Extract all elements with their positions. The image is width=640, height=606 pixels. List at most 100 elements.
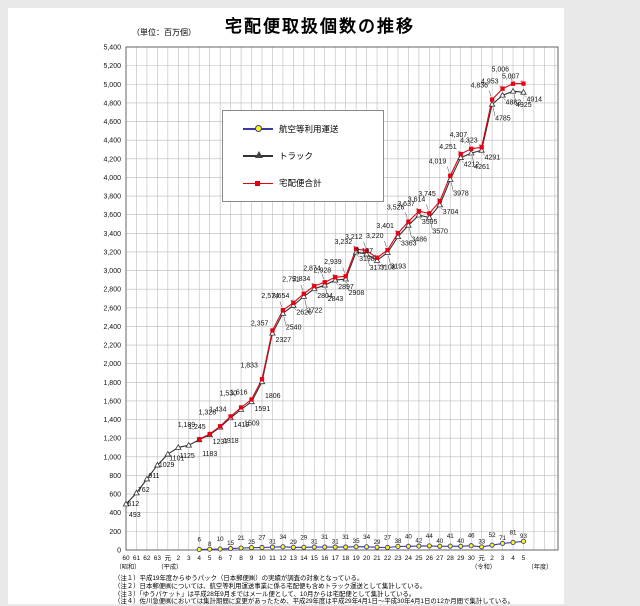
data-label-air: 31 [332, 539, 339, 546]
leader-line-truck [377, 263, 381, 266]
marker-truck [446, 175, 454, 182]
y-tick-label: 5,200 [103, 63, 121, 70]
marker-truck [331, 276, 339, 283]
marker-total [406, 219, 411, 224]
leader-line-total [405, 212, 408, 219]
data-label-truck: 3193 [391, 264, 407, 271]
data-label-air: 40 [436, 538, 443, 545]
marker-truck [289, 301, 297, 308]
y-tick-label: 0 [117, 548, 121, 555]
footnotes: （注１）平成19年度からゆうパック（日本郵便㈱）の実績が調査の対象となっている。… [114, 575, 564, 606]
leader-line-truck [294, 308, 297, 311]
data-label-total: 2,939 [324, 259, 342, 266]
marker-air [228, 546, 234, 552]
leader-line-total [478, 144, 481, 146]
data-label-total: 1,616 [230, 389, 248, 396]
data-label-truck: 3978 [453, 190, 469, 197]
x-tick-label: 5 [522, 555, 526, 562]
data-label-truck: 4914 [526, 96, 542, 103]
data-label-air: 46 [468, 533, 475, 540]
data-label-truck: 4785 [495, 115, 511, 122]
marker-truck [425, 213, 433, 220]
marker-truck [457, 154, 465, 160]
page-title: 宅配便取扱個数の推移 [225, 17, 415, 36]
leader-line-truck [409, 228, 412, 238]
x-tick-label: 21 [373, 555, 381, 562]
data-label-air: 29 [374, 539, 381, 546]
leader-line-truck [430, 220, 433, 230]
marker-total [197, 437, 202, 442]
x-tick-label: 3 [501, 555, 505, 562]
data-label-air: 27 [384, 534, 391, 541]
y-tick-label: 3,200 [103, 249, 121, 256]
data-label-truck: 2722 [307, 307, 323, 314]
y-tick-label: 800 [109, 473, 121, 480]
marker-air [405, 543, 411, 549]
y-tick-label: 400 [109, 510, 121, 517]
x-tick-label: 9 [250, 555, 254, 562]
x-tick-label: 17 [332, 555, 340, 562]
y-tick-label: 4,000 [103, 175, 121, 182]
leader-line-total [488, 90, 492, 97]
data-label-total: 1,189 [178, 422, 196, 429]
marker-total [427, 211, 432, 216]
data-label-air: 52 [489, 532, 496, 539]
marker-truck [310, 285, 318, 292]
marker-total [301, 291, 306, 296]
data-label-total: 3,220 [366, 233, 384, 240]
data-label-total: 3,401 [376, 223, 394, 230]
x-tick-label: 15 [311, 555, 319, 562]
data-label-truck: 4261 [474, 164, 490, 171]
x-tick-label: 61 [133, 555, 141, 562]
footnote-1: （注１）平成19年度からゆうパック（日本郵便㈱）の実績が調査の対象となっている。 [114, 575, 364, 582]
data-label-total: 1,434 [209, 406, 227, 413]
x-tick-label: 29 [457, 555, 465, 562]
data-label-air: 15 [227, 540, 234, 547]
data-label-total: 5,006 [491, 67, 509, 74]
data-label-truck: 2908 [349, 290, 365, 297]
data-label-truck: 3108 [380, 264, 396, 271]
x-tick-label: 28 [447, 555, 455, 562]
data-label-air: 41 [447, 533, 454, 540]
x-tick-label: 25 [415, 555, 423, 562]
marker-air [458, 543, 464, 549]
leader-line-total [499, 85, 502, 87]
leader-line-total [373, 254, 377, 257]
leader-line-truck [325, 288, 328, 298]
data-label-truck: 762 [138, 487, 150, 494]
x-tick-label: 2 [176, 555, 180, 562]
marker-air [207, 546, 213, 552]
legend-item-truck: トラック [243, 150, 383, 162]
y-tick-label: 1,000 [103, 454, 121, 461]
marker-air [479, 544, 485, 550]
data-label-air: 29 [290, 539, 297, 546]
y-tick-label: 3,600 [103, 212, 121, 219]
footnote-2: （注２）日本郵便㈱については、航空等利用運送事業に係る宅配便も含めトラック運送と… [114, 582, 427, 590]
data-label-truck: 3704 [443, 209, 459, 216]
data-label-total: 2,928 [314, 267, 332, 274]
marker-air [332, 544, 338, 550]
marker-truck [279, 309, 287, 316]
marker-truck [415, 211, 423, 218]
data-label-truck: 4291 [485, 154, 501, 161]
marker-total [510, 81, 516, 86]
marker-air [301, 544, 307, 550]
data-label-truck: 1806 [265, 393, 281, 400]
data-label-total: 4,251 [439, 144, 457, 151]
unit-label: （単位：百万個） [132, 28, 196, 37]
x-tick-label: 16 [321, 555, 329, 562]
marker-truck [185, 441, 193, 448]
data-label-total: 2,874 [303, 265, 321, 272]
marker-total [291, 300, 296, 305]
leader-line-total [363, 241, 366, 248]
x-tick-label: 63 [154, 555, 162, 562]
marker-total [343, 274, 348, 279]
data-label-air: 81 [510, 529, 517, 536]
leader-line-truck [304, 299, 308, 309]
y-tick-label: 5,400 [103, 45, 121, 52]
y-tick-label: 2,200 [103, 343, 121, 350]
data-label-truck: 3177 [370, 265, 386, 272]
marker-air [217, 546, 223, 552]
marker-total [322, 280, 327, 285]
marker-total [395, 231, 401, 236]
